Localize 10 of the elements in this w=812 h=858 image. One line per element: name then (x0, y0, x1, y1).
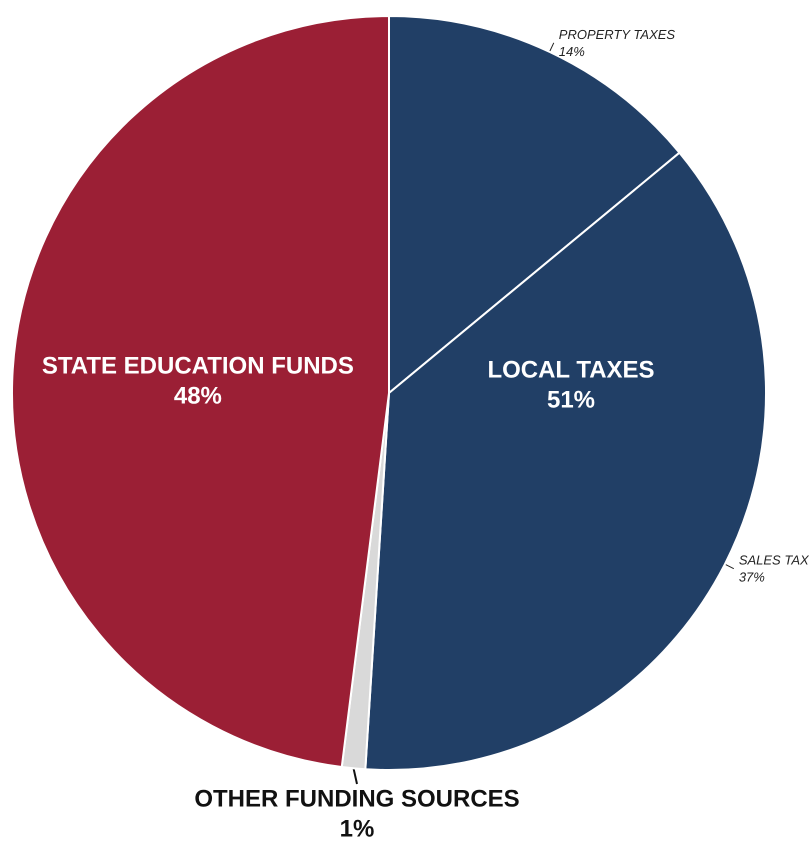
data-label: 1% (340, 816, 374, 842)
slice-label: OTHER FUNDING SOURCES (194, 786, 520, 812)
data-label: 48% (174, 382, 222, 410)
slice-label: STATE EDUCATION FUNDS (42, 352, 354, 380)
slice-label: PROPERTY TAXES (558, 26, 676, 42)
data-label: 14% (558, 44, 585, 59)
slice-label: SALES TAX (738, 552, 810, 568)
text: 51% (546, 386, 596, 414)
data-label: 37% (738, 570, 765, 585)
text: LOCAL TAXES (487, 356, 655, 384)
